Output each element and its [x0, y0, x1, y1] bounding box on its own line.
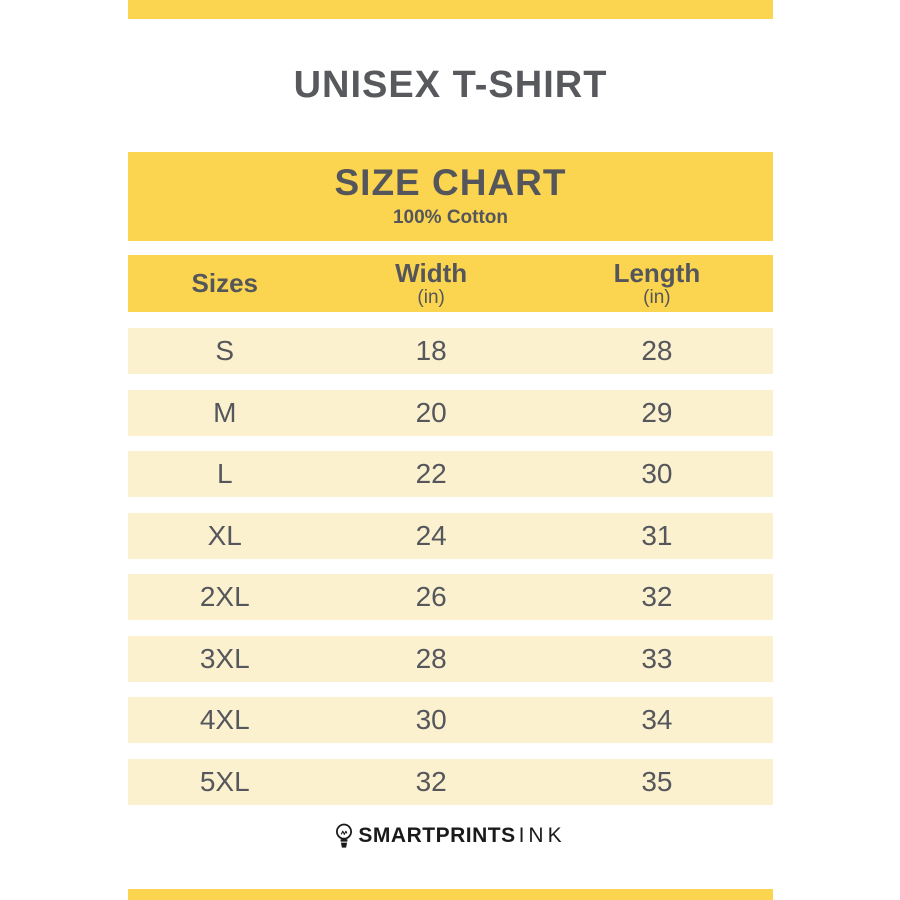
length-cell: 30: [641, 458, 673, 489]
length-cell: 34: [641, 704, 673, 735]
width-cell: 20: [415, 396, 447, 428]
size-cell: S: [215, 335, 235, 366]
lightbulb-icon: [335, 823, 353, 850]
header-cell-width: Width (in): [322, 255, 541, 312]
header-cell-length: Length (in): [541, 255, 773, 312]
header-unit: (in): [643, 286, 671, 308]
width-cell: 22: [415, 458, 447, 489]
length-cell: 29: [641, 396, 673, 428]
brand-name-light: INK: [518, 824, 566, 847]
size-cell: 2XL: [199, 581, 250, 612]
table-row: 4XL 30 34: [128, 697, 773, 743]
table-row: XL 24 31: [128, 512, 773, 559]
length-cell: 31: [641, 519, 673, 551]
size-cell: XL: [207, 519, 242, 551]
size-cell: 4XL: [199, 704, 250, 735]
table-row: S 18 28: [128, 328, 773, 374]
table-row: 5XL 32 35: [128, 758, 773, 805]
table-row: 3XL 28 33: [128, 635, 773, 682]
length-cell: 28: [641, 335, 673, 366]
size-cell: M: [213, 396, 237, 428]
size-cell: 3XL: [199, 642, 250, 674]
width-cell: 28: [415, 642, 447, 674]
header-label: Length: [613, 257, 701, 288]
table-body: S 18 28 M 20 29 L 22 30 XL 24 31 2XL 26 …: [128, 328, 773, 805]
page-title: UNISEX T-SHIRT: [293, 64, 608, 106]
width-cell: 24: [415, 519, 447, 551]
header-unit: (in): [417, 286, 445, 308]
header-cell-sizes: Sizes: [128, 255, 322, 312]
brand-footer: SMARTPRINTS INK: [128, 818, 773, 854]
width-cell: 26: [415, 581, 447, 612]
banner-title: SIZE CHART: [334, 161, 567, 203]
length-cell: 33: [641, 642, 673, 674]
banner-subtitle: 100% Cotton: [392, 207, 509, 229]
top-accent-bar: [128, 0, 773, 19]
length-cell: 35: [641, 765, 673, 797]
width-cell: 18: [415, 335, 447, 366]
length-cell: 32: [641, 581, 673, 612]
table-row: 2XL 26 32: [128, 574, 773, 620]
width-cell: 32: [415, 765, 447, 797]
size-chart-banner: SIZE CHART 100% Cotton: [128, 152, 773, 241]
brand-name-bold: SMARTPRINTS: [358, 824, 516, 847]
table-row: M 20 29: [128, 389, 773, 436]
table-row: L 22 30: [128, 451, 773, 497]
table-header-row: Sizes Width (in) Length (in): [128, 255, 773, 312]
width-cell: 30: [415, 704, 447, 735]
size-cell: L: [216, 458, 233, 489]
size-cell: 5XL: [199, 765, 250, 797]
header-label: Width: [395, 257, 468, 288]
header-label: Sizes: [191, 268, 259, 299]
bottom-accent-bar: [128, 889, 773, 900]
